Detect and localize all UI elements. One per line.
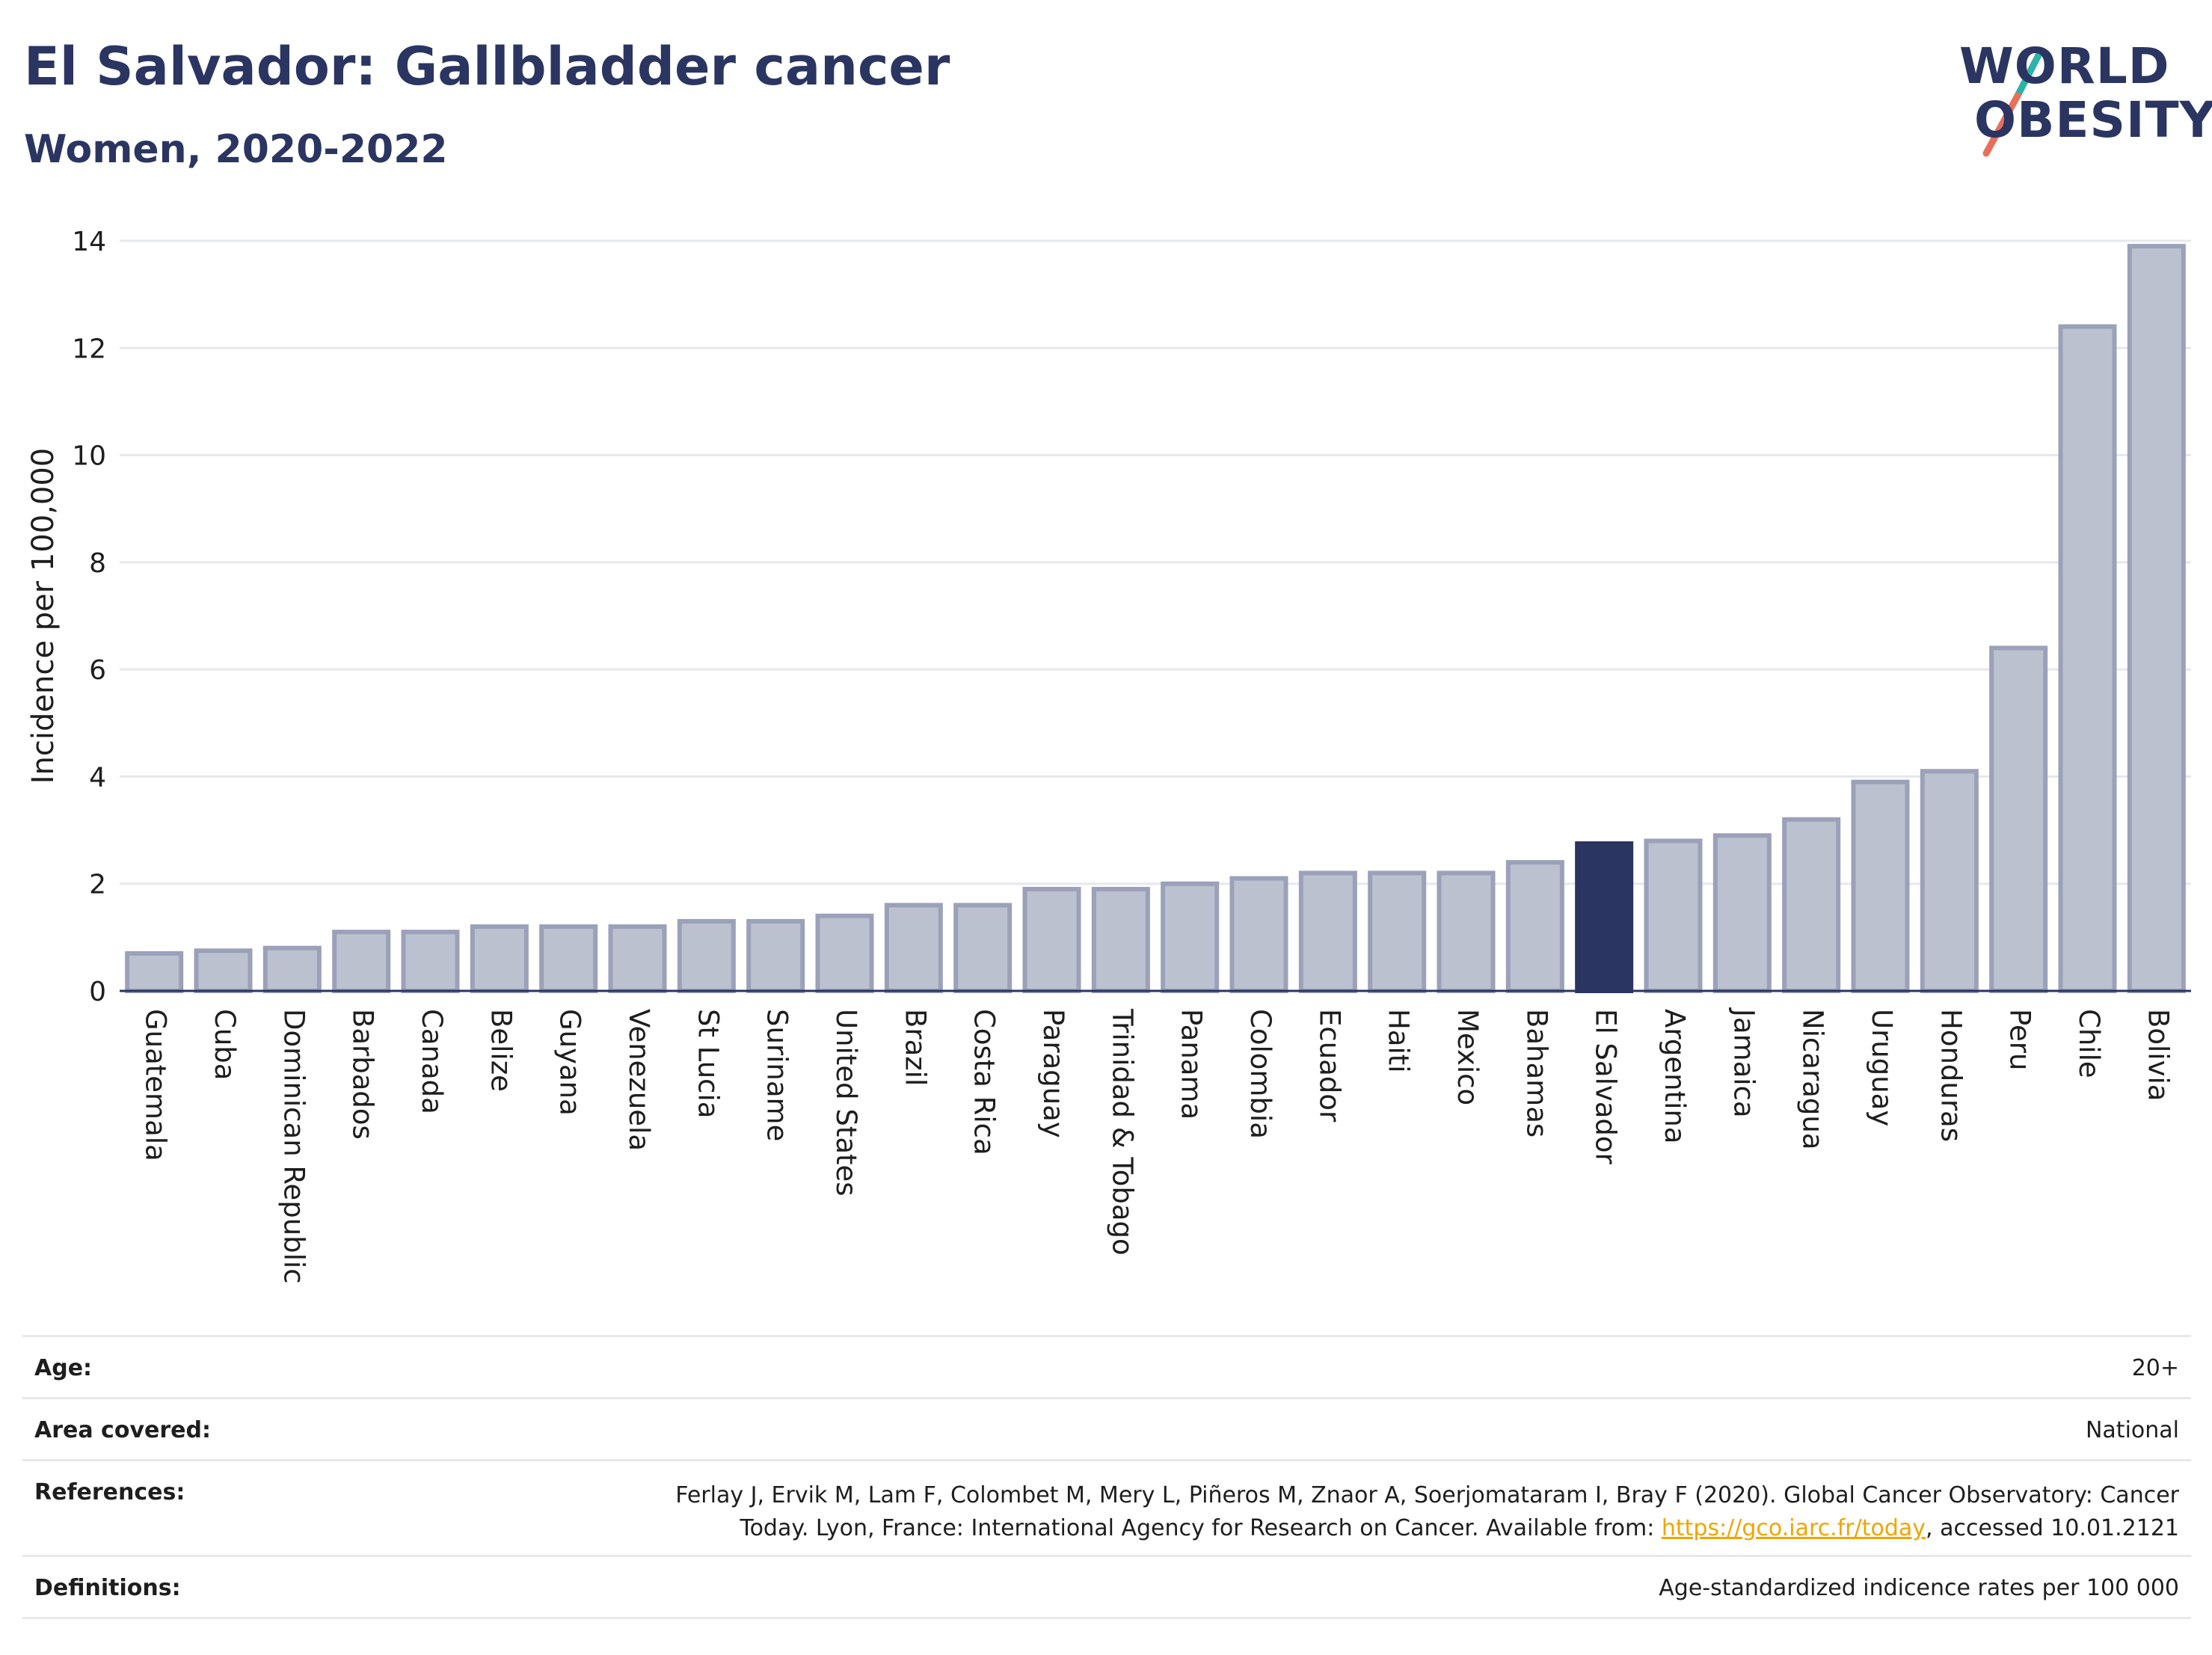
x-tick-label: Suriname (761, 1009, 793, 1141)
bar-argentina (1644, 838, 1703, 994)
info-row-age: Age: 20+ (22, 1335, 2191, 1397)
x-tick-label: Bolivia (2142, 1009, 2174, 1101)
bar-uruguay (1851, 779, 1910, 993)
bar-chile (2058, 324, 2117, 993)
info-row-definitions: Definitions: Age-standardized indicence … (22, 1555, 2191, 1619)
bar-panama (1161, 881, 1220, 994)
page-title: El Salvador: Gallbladder cancer (24, 36, 950, 97)
x-tick-label: St Lucia (692, 1009, 724, 1118)
x-tick-label: Dominican Republic (277, 1009, 310, 1284)
bar-haiti (1368, 871, 1427, 994)
x-tick-label: Trinidad & Tobago (1106, 1008, 1138, 1256)
x-tick-label: Ecuador (1313, 1009, 1345, 1123)
bar-ecuador (1298, 871, 1357, 994)
y-tick-label: 10 (72, 441, 106, 472)
x-tick-label: Barbados (347, 1009, 379, 1140)
bar-dominican-republic (262, 945, 322, 994)
y-axis-ticks: 0 2 4 6 8 10 12 14 (72, 227, 106, 1007)
x-tick-label: Bahamas (1520, 1009, 1552, 1137)
bar-el-salvador (1575, 841, 1634, 993)
references-label: References: (34, 1479, 185, 1505)
x-axis-ticks: Guatemala Cuba Dominican Republic Barbados C… (140, 1007, 2175, 1284)
x-tick-label: Venezuela (623, 1009, 655, 1151)
bar-costa-rica (953, 903, 1013, 993)
x-tick-label: Brazil (899, 1009, 931, 1086)
bar-canada (401, 930, 460, 994)
area-label: Area covered: (34, 1417, 211, 1443)
bar-honduras (1920, 769, 1979, 993)
info-table: Age: 20+ Area covered: National Referenc… (22, 1335, 2191, 1619)
age-label: Age: (34, 1355, 93, 1381)
bar-peru (1989, 645, 2048, 993)
x-tick-label: Chile (2073, 1009, 2105, 1078)
bar-cuba (194, 948, 253, 994)
x-tick-label: Peru (2004, 1009, 2036, 1070)
bar-trinidad-tobago (1091, 886, 1150, 994)
bar-chart: 0 2 4 6 8 10 12 14 Incidence per 100,000 Guatem… (26, 227, 2191, 1284)
logo-line1: WORLD (1959, 37, 2170, 95)
y-tick-label: 8 (89, 548, 106, 579)
x-tick-label: Guatemala (140, 1009, 172, 1161)
bar-colombia (1229, 876, 1288, 993)
y-axis-label: Incidence per 100,000 (26, 448, 61, 784)
x-tick-label: Haiti (1383, 1009, 1415, 1073)
x-tick-label: El Salvador (1590, 1009, 1622, 1165)
bar-mexico (1437, 871, 1496, 994)
x-tick-label: Guyana (554, 1009, 586, 1116)
bar-bolivia (2127, 244, 2186, 993)
bar-belize (470, 924, 529, 993)
bars (125, 244, 2186, 994)
x-tick-label: Uruguay (1866, 1009, 1898, 1126)
bar-venezuela (608, 924, 667, 993)
bar-barbados (332, 930, 391, 994)
references-line2-pre: Today. Lyon, France: International Agenc… (740, 1515, 1662, 1541)
info-row-area: Area covered: National (22, 1397, 2191, 1459)
bar-jamaica (1712, 833, 1772, 993)
x-tick-label: Nicaragua (1797, 1009, 1829, 1149)
definitions-label: Definitions: (34, 1575, 181, 1601)
y-tick-label: 4 (89, 762, 106, 793)
y-tick-label: 0 (89, 977, 106, 1007)
x-tick-label: United States (830, 1009, 862, 1197)
bar-suriname (746, 918, 805, 993)
x-tick-label: Belize (485, 1009, 517, 1092)
references-value: Ferlay J, Ervik M, Lam F, Colombet M, Me… (675, 1479, 2179, 1545)
world-obesity-logo: WORLD OBESITY (1944, 30, 2212, 165)
age-value: 20+ (2131, 1355, 2179, 1381)
y-tick-label: 12 (72, 334, 106, 364)
x-tick-label: Paraguay (1037, 1009, 1069, 1138)
info-row-references: References: Ferlay J, Ervik M, Lam F, Co… (22, 1459, 2191, 1555)
page-subtitle: Women, 2020-2022 (24, 127, 448, 172)
x-tick-label: Canada (416, 1009, 448, 1114)
x-tick-label: Honduras (1935, 1009, 1967, 1142)
x-tick-label: Colombia (1244, 1009, 1276, 1139)
x-tick-label: Argentina (1659, 1009, 1691, 1143)
references-line2-post: , accessed 10.01.2121 (1926, 1515, 2179, 1541)
area-value: National (2085, 1417, 2179, 1443)
references-line2: Today. Lyon, France: International Agenc… (675, 1512, 2179, 1545)
bar-brazil (884, 903, 943, 993)
bar-bahamas (1505, 860, 1564, 993)
logo-slash-icon (1982, 49, 2044, 157)
bar-united-states (815, 913, 874, 994)
x-tick-label: Jamaica (1727, 1007, 1760, 1118)
y-tick-label: 2 (89, 870, 106, 900)
references-line1: Ferlay J, Ervik M, Lam F, Colombet M, Me… (675, 1482, 2179, 1508)
x-tick-label: Mexico (1451, 1009, 1484, 1105)
bar-guatemala (125, 951, 184, 993)
x-tick-label: Costa Rica (968, 1009, 1001, 1155)
x-tick-label: Cuba (209, 1009, 241, 1080)
definitions-value: Age-standardized indicence rates per 100… (1659, 1575, 2179, 1601)
bar-guyana (539, 924, 598, 993)
references-link[interactable]: https://gco.iarc.fr/today (1661, 1515, 1926, 1541)
bar-nicaragua (1782, 817, 1841, 993)
bar-paraguay (1022, 886, 1081, 994)
y-tick-label: 14 (72, 227, 106, 257)
logo-line2: OBESITY (1974, 91, 2212, 149)
y-tick-label: 6 (89, 655, 106, 686)
bar-st-lucia (677, 918, 736, 993)
x-tick-label: Panama (1176, 1009, 1208, 1120)
